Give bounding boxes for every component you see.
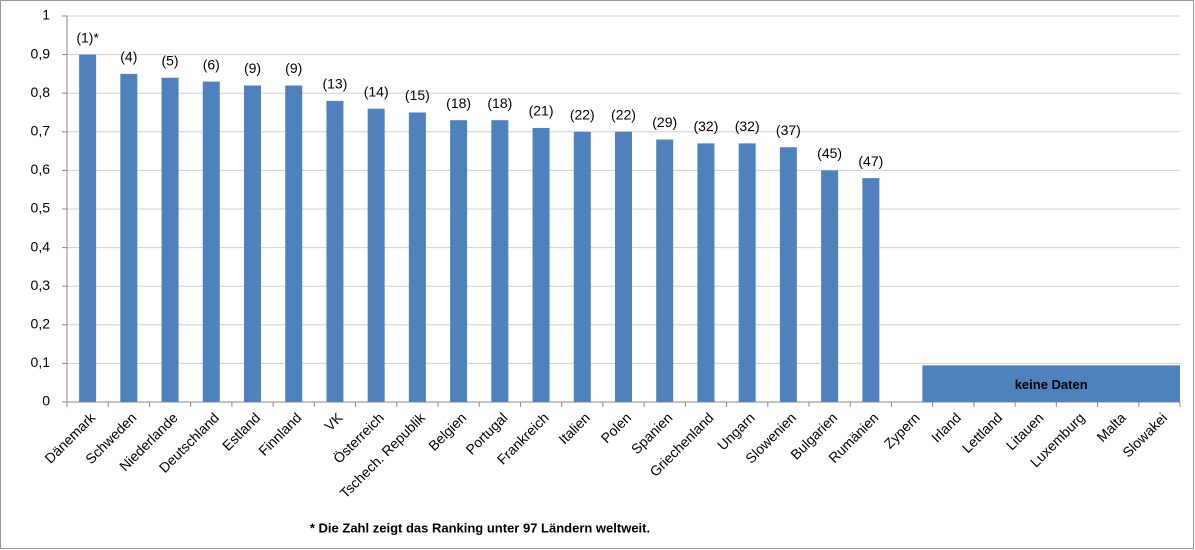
rank-label: (18) <box>446 95 471 111</box>
bar <box>779 147 797 402</box>
bar <box>615 131 632 403</box>
rank-label: (18) <box>487 95 512 111</box>
y-tick-label: 0,5 <box>31 200 51 216</box>
bar <box>656 139 674 402</box>
bar <box>120 73 138 403</box>
no-data-label: keine Daten <box>1015 377 1088 392</box>
bar <box>738 143 756 402</box>
y-tick-label: 0,1 <box>31 354 51 370</box>
rank-label: (47) <box>858 153 883 169</box>
bar <box>285 85 303 402</box>
bar <box>161 77 179 402</box>
rank-label: (22) <box>611 107 636 123</box>
no-data-box <box>922 365 1180 402</box>
rank-label: (32) <box>735 118 760 134</box>
rank-label: (6) <box>203 56 220 72</box>
rank-label: (13) <box>322 76 347 92</box>
rank-label: (21) <box>529 103 554 119</box>
y-tick-label: 0,9 <box>31 45 51 61</box>
y-tick-label: 0 <box>42 393 50 409</box>
y-tick-label: 1 <box>42 7 50 23</box>
rank-label: (45) <box>817 145 842 161</box>
rank-label: (29) <box>652 114 677 130</box>
bar <box>821 170 839 402</box>
rank-label: (32) <box>693 118 718 134</box>
bar <box>244 85 261 402</box>
y-tick-label: 0,4 <box>31 238 51 254</box>
rank-label: (15) <box>405 87 430 103</box>
bar <box>408 112 426 402</box>
rank-label: (4) <box>120 49 137 65</box>
y-tick-label: 0,8 <box>31 84 51 100</box>
bar <box>573 131 591 403</box>
bar <box>326 100 344 403</box>
bar <box>697 143 715 402</box>
rank-label: (14) <box>364 83 389 99</box>
bar <box>491 120 509 402</box>
y-tick-label: 0,6 <box>31 161 51 177</box>
rank-label: (9) <box>285 60 302 76</box>
y-tick-label: 0,2 <box>31 316 51 332</box>
bar <box>79 54 97 402</box>
rank-label: (1)* <box>76 29 99 45</box>
y-tick-label: 0,7 <box>31 123 51 139</box>
rank-label: (5) <box>161 52 178 68</box>
bar <box>367 108 385 402</box>
bar <box>202 81 220 403</box>
rank-label: (37) <box>776 122 801 138</box>
bar <box>862 178 880 402</box>
rank-label: (22) <box>570 107 595 123</box>
y-tick-label: 0,3 <box>31 277 51 293</box>
footnote: * Die Zahl zeigt das Ranking unter 97 Lä… <box>310 520 650 535</box>
bar <box>532 127 550 402</box>
bar <box>450 120 468 402</box>
rank-label: (9) <box>244 60 261 76</box>
